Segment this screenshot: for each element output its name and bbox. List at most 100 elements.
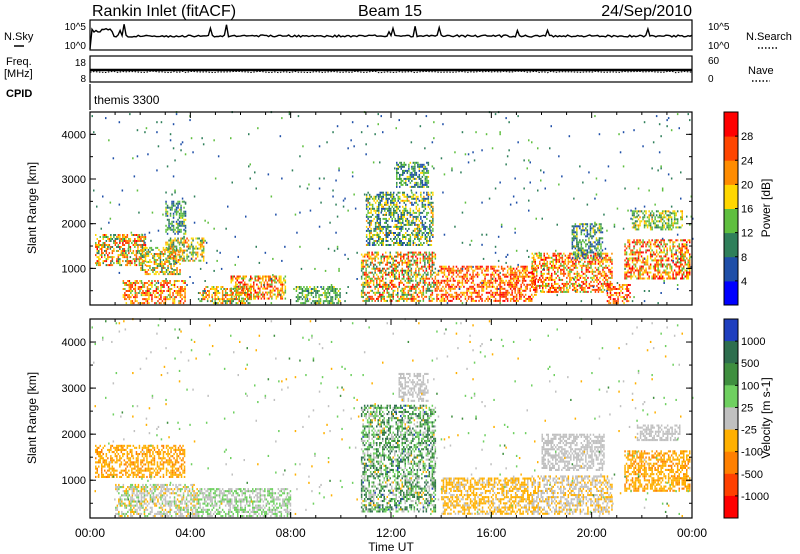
data-cell (673, 253, 676, 256)
data-cell (596, 254, 598, 257)
data-cell (396, 201, 398, 204)
data-cell (421, 236, 424, 238)
data-cell (534, 266, 536, 269)
data-cell (372, 265, 375, 268)
data-cell (391, 219, 393, 222)
data-cell (178, 212, 181, 215)
data-cell (605, 252, 607, 255)
data-cell (417, 234, 419, 236)
data-cell (377, 295, 379, 298)
data-cell (461, 277, 464, 280)
data-cell (464, 267, 467, 270)
data-cell (588, 286, 591, 289)
data-cell (598, 255, 601, 258)
data-cell (265, 275, 267, 278)
data-cell (123, 252, 126, 255)
data-cell (251, 277, 253, 280)
data-cell (220, 302, 222, 305)
data-cell (593, 276, 595, 279)
data-cell (178, 202, 181, 205)
data-cell (500, 279, 503, 282)
data-cell (126, 262, 129, 265)
data-cell (397, 221, 399, 224)
data-cell (639, 269, 641, 272)
data-cell (669, 275, 671, 278)
data-cell (406, 277, 408, 280)
data-cell (143, 250, 145, 252)
data-cell (485, 267, 488, 270)
data-cell (423, 225, 425, 228)
data-cell (624, 271, 626, 274)
data-cell (503, 291, 506, 294)
data-cell (417, 238, 419, 240)
data-cell (617, 302, 619, 305)
data-cell (409, 277, 411, 280)
data-cell (249, 302, 251, 305)
data-cell (165, 248, 168, 251)
data-cell (245, 295, 247, 298)
data-cell (623, 298, 625, 301)
data-cell (244, 285, 246, 288)
data-cell (517, 269, 519, 272)
data-cell (146, 271, 148, 273)
data-cell (414, 163, 416, 166)
data-cell (470, 265, 473, 268)
data-cell (180, 216, 182, 219)
data-cell (457, 281, 459, 284)
data-cell (449, 287, 452, 290)
data-cell (184, 296, 186, 299)
data-cell (503, 267, 506, 270)
data-cell (396, 207, 398, 210)
data-cell (145, 294, 147, 297)
data-cell (175, 222, 178, 225)
data-cell (175, 247, 178, 250)
data-cell (509, 275, 512, 278)
data-cell (131, 242, 133, 244)
data-cell (366, 281, 369, 284)
data-cell (410, 269, 413, 272)
data-cell (649, 251, 652, 254)
data-cell (400, 257, 402, 260)
data-cell (102, 236, 104, 238)
data-cell (376, 225, 378, 228)
data-cell (406, 199, 409, 202)
data-cell (637, 269, 640, 272)
data-cell (277, 293, 279, 296)
data-cell (248, 279, 250, 282)
data-cell (611, 282, 613, 285)
data-cell (414, 238, 416, 240)
data-cell (651, 255, 653, 258)
data-cell (367, 227, 369, 230)
data-cell (134, 240, 136, 242)
data-cell (596, 268, 598, 271)
data-cell (663, 243, 665, 246)
data-cell (557, 268, 559, 271)
data-cell (654, 245, 656, 248)
data-cell (367, 191, 369, 194)
data-cell (396, 205, 398, 208)
data-cell (363, 277, 366, 280)
data-cell (116, 250, 118, 252)
data-cell (558, 254, 561, 257)
data-cell (382, 269, 384, 272)
data-cell (524, 265, 527, 268)
data-cell (184, 294, 186, 297)
data-cell (457, 273, 459, 276)
data-cell (543, 262, 545, 265)
data-cell (432, 205, 434, 208)
data-cell (451, 275, 453, 278)
data-cell (554, 280, 556, 283)
data-cell (517, 287, 519, 290)
data-cell (170, 265, 172, 267)
data-cell (418, 185, 421, 188)
data-cell (374, 225, 377, 228)
data-cell (368, 257, 370, 260)
data-cell (224, 296, 227, 299)
data-cell (585, 227, 587, 230)
data-cell (621, 300, 624, 303)
data-cell (113, 234, 115, 236)
data-cell (250, 291, 252, 294)
data-cell (169, 296, 171, 299)
data-cell (514, 275, 516, 278)
data-cell (600, 258, 603, 261)
